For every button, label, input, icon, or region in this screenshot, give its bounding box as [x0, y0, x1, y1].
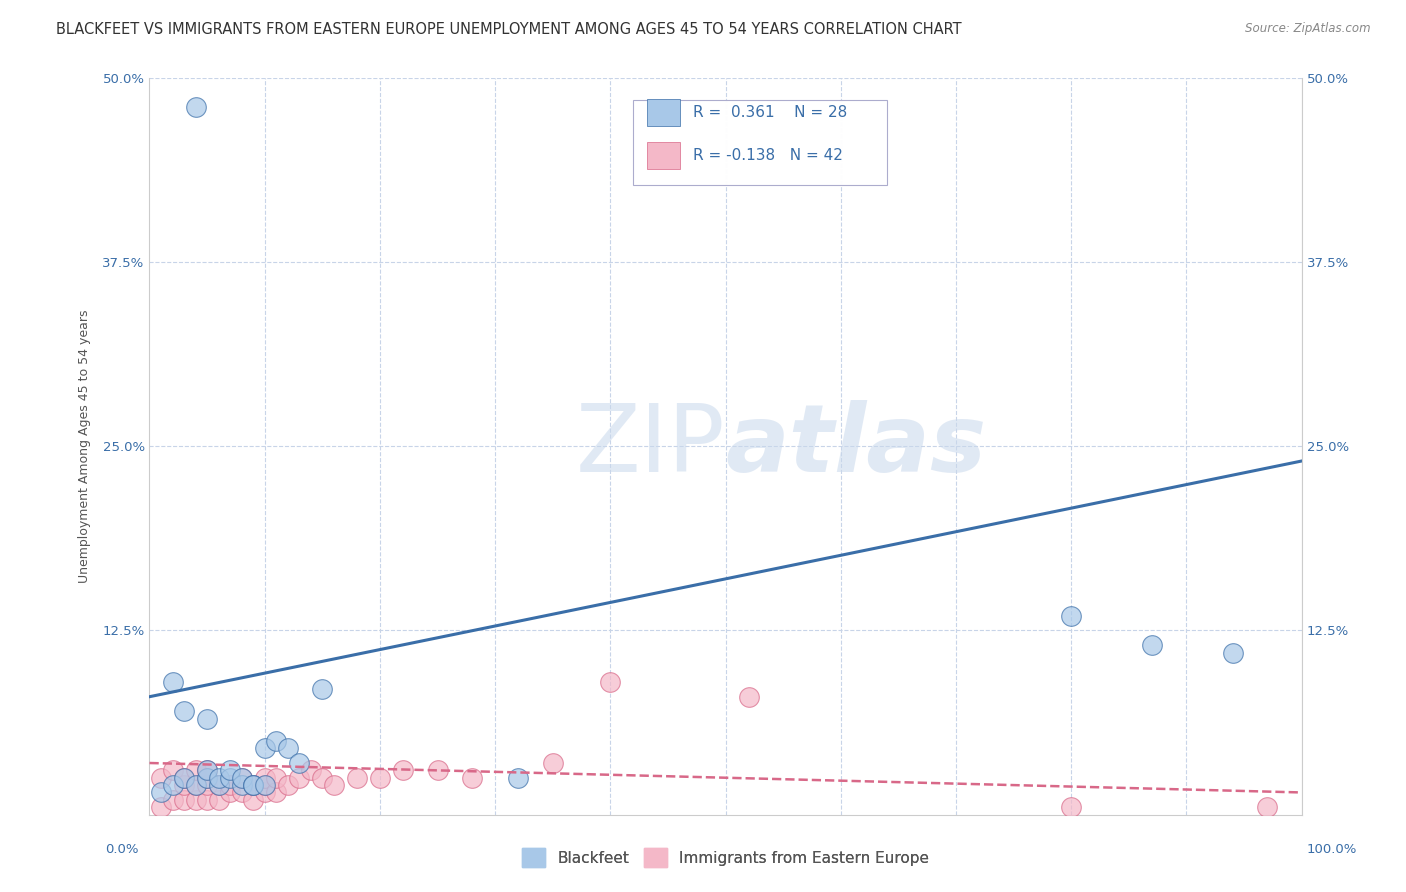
Text: BLACKFEET VS IMMIGRANTS FROM EASTERN EUROPE UNEMPLOYMENT AMONG AGES 45 TO 54 YEA: BLACKFEET VS IMMIGRANTS FROM EASTERN EUR…	[56, 22, 962, 37]
Point	[392, 764, 415, 778]
Point	[173, 705, 195, 719]
Point	[541, 756, 564, 770]
Point	[253, 741, 276, 756]
Point	[253, 771, 276, 785]
FancyBboxPatch shape	[647, 142, 679, 169]
Point	[195, 771, 218, 785]
Point	[219, 764, 242, 778]
Point	[737, 690, 759, 704]
Point	[162, 675, 184, 690]
Point	[253, 778, 276, 792]
Point	[242, 778, 264, 792]
Point	[173, 793, 195, 807]
Point	[173, 771, 195, 785]
Text: Source: ZipAtlas.com: Source: ZipAtlas.com	[1246, 22, 1371, 36]
Point	[508, 771, 530, 785]
Point	[461, 771, 484, 785]
Text: R =  0.361    N = 28: R = 0.361 N = 28	[693, 105, 848, 120]
Point	[184, 778, 207, 792]
Point	[150, 800, 173, 814]
Point	[207, 793, 229, 807]
Point	[207, 778, 229, 792]
Point	[242, 778, 264, 792]
Point	[1140, 638, 1163, 652]
Point	[231, 785, 253, 799]
Point	[264, 734, 287, 748]
Legend: Blackfeet, Immigrants from Eastern Europe: Blackfeet, Immigrants from Eastern Europ…	[516, 842, 935, 873]
Point	[184, 764, 207, 778]
Point	[162, 764, 184, 778]
Point	[1256, 800, 1278, 814]
Point	[368, 771, 391, 785]
Point	[299, 764, 322, 778]
Point	[1060, 608, 1083, 623]
Point	[219, 778, 242, 792]
Text: 100.0%: 100.0%	[1306, 843, 1357, 856]
Point	[231, 778, 253, 792]
Point	[195, 764, 218, 778]
Point	[426, 764, 449, 778]
FancyBboxPatch shape	[647, 99, 679, 127]
Point	[264, 785, 287, 799]
Point	[219, 771, 242, 785]
Point	[1060, 800, 1083, 814]
Point	[162, 778, 184, 792]
Point	[311, 771, 333, 785]
Point	[195, 778, 218, 792]
Point	[184, 793, 207, 807]
Point	[1222, 646, 1244, 660]
Point	[195, 771, 218, 785]
Point	[253, 785, 276, 799]
Point	[219, 785, 242, 799]
Point	[184, 100, 207, 114]
Point	[173, 778, 195, 792]
Point	[277, 778, 299, 792]
Point	[150, 771, 173, 785]
Point	[184, 778, 207, 792]
Point	[277, 741, 299, 756]
Point	[253, 778, 276, 792]
Text: ZIP: ZIP	[576, 401, 725, 492]
Point	[162, 793, 184, 807]
Point	[195, 764, 218, 778]
Point	[346, 771, 368, 785]
Point	[264, 771, 287, 785]
FancyBboxPatch shape	[634, 100, 887, 185]
Text: 0.0%: 0.0%	[105, 843, 139, 856]
Point	[311, 682, 333, 697]
Point	[242, 778, 264, 792]
Y-axis label: Unemployment Among Ages 45 to 54 years: Unemployment Among Ages 45 to 54 years	[79, 310, 91, 583]
Point	[207, 771, 229, 785]
Point	[231, 771, 253, 785]
Point	[242, 793, 264, 807]
Point	[599, 675, 621, 690]
Point	[288, 771, 311, 785]
Point	[207, 778, 229, 792]
Point	[195, 712, 218, 726]
Point	[322, 778, 344, 792]
Point	[231, 771, 253, 785]
Point	[173, 771, 195, 785]
Text: atlas: atlas	[725, 401, 987, 492]
Point	[195, 793, 218, 807]
Point	[288, 756, 311, 770]
Text: R = -0.138   N = 42: R = -0.138 N = 42	[693, 148, 844, 162]
Point	[150, 785, 173, 799]
